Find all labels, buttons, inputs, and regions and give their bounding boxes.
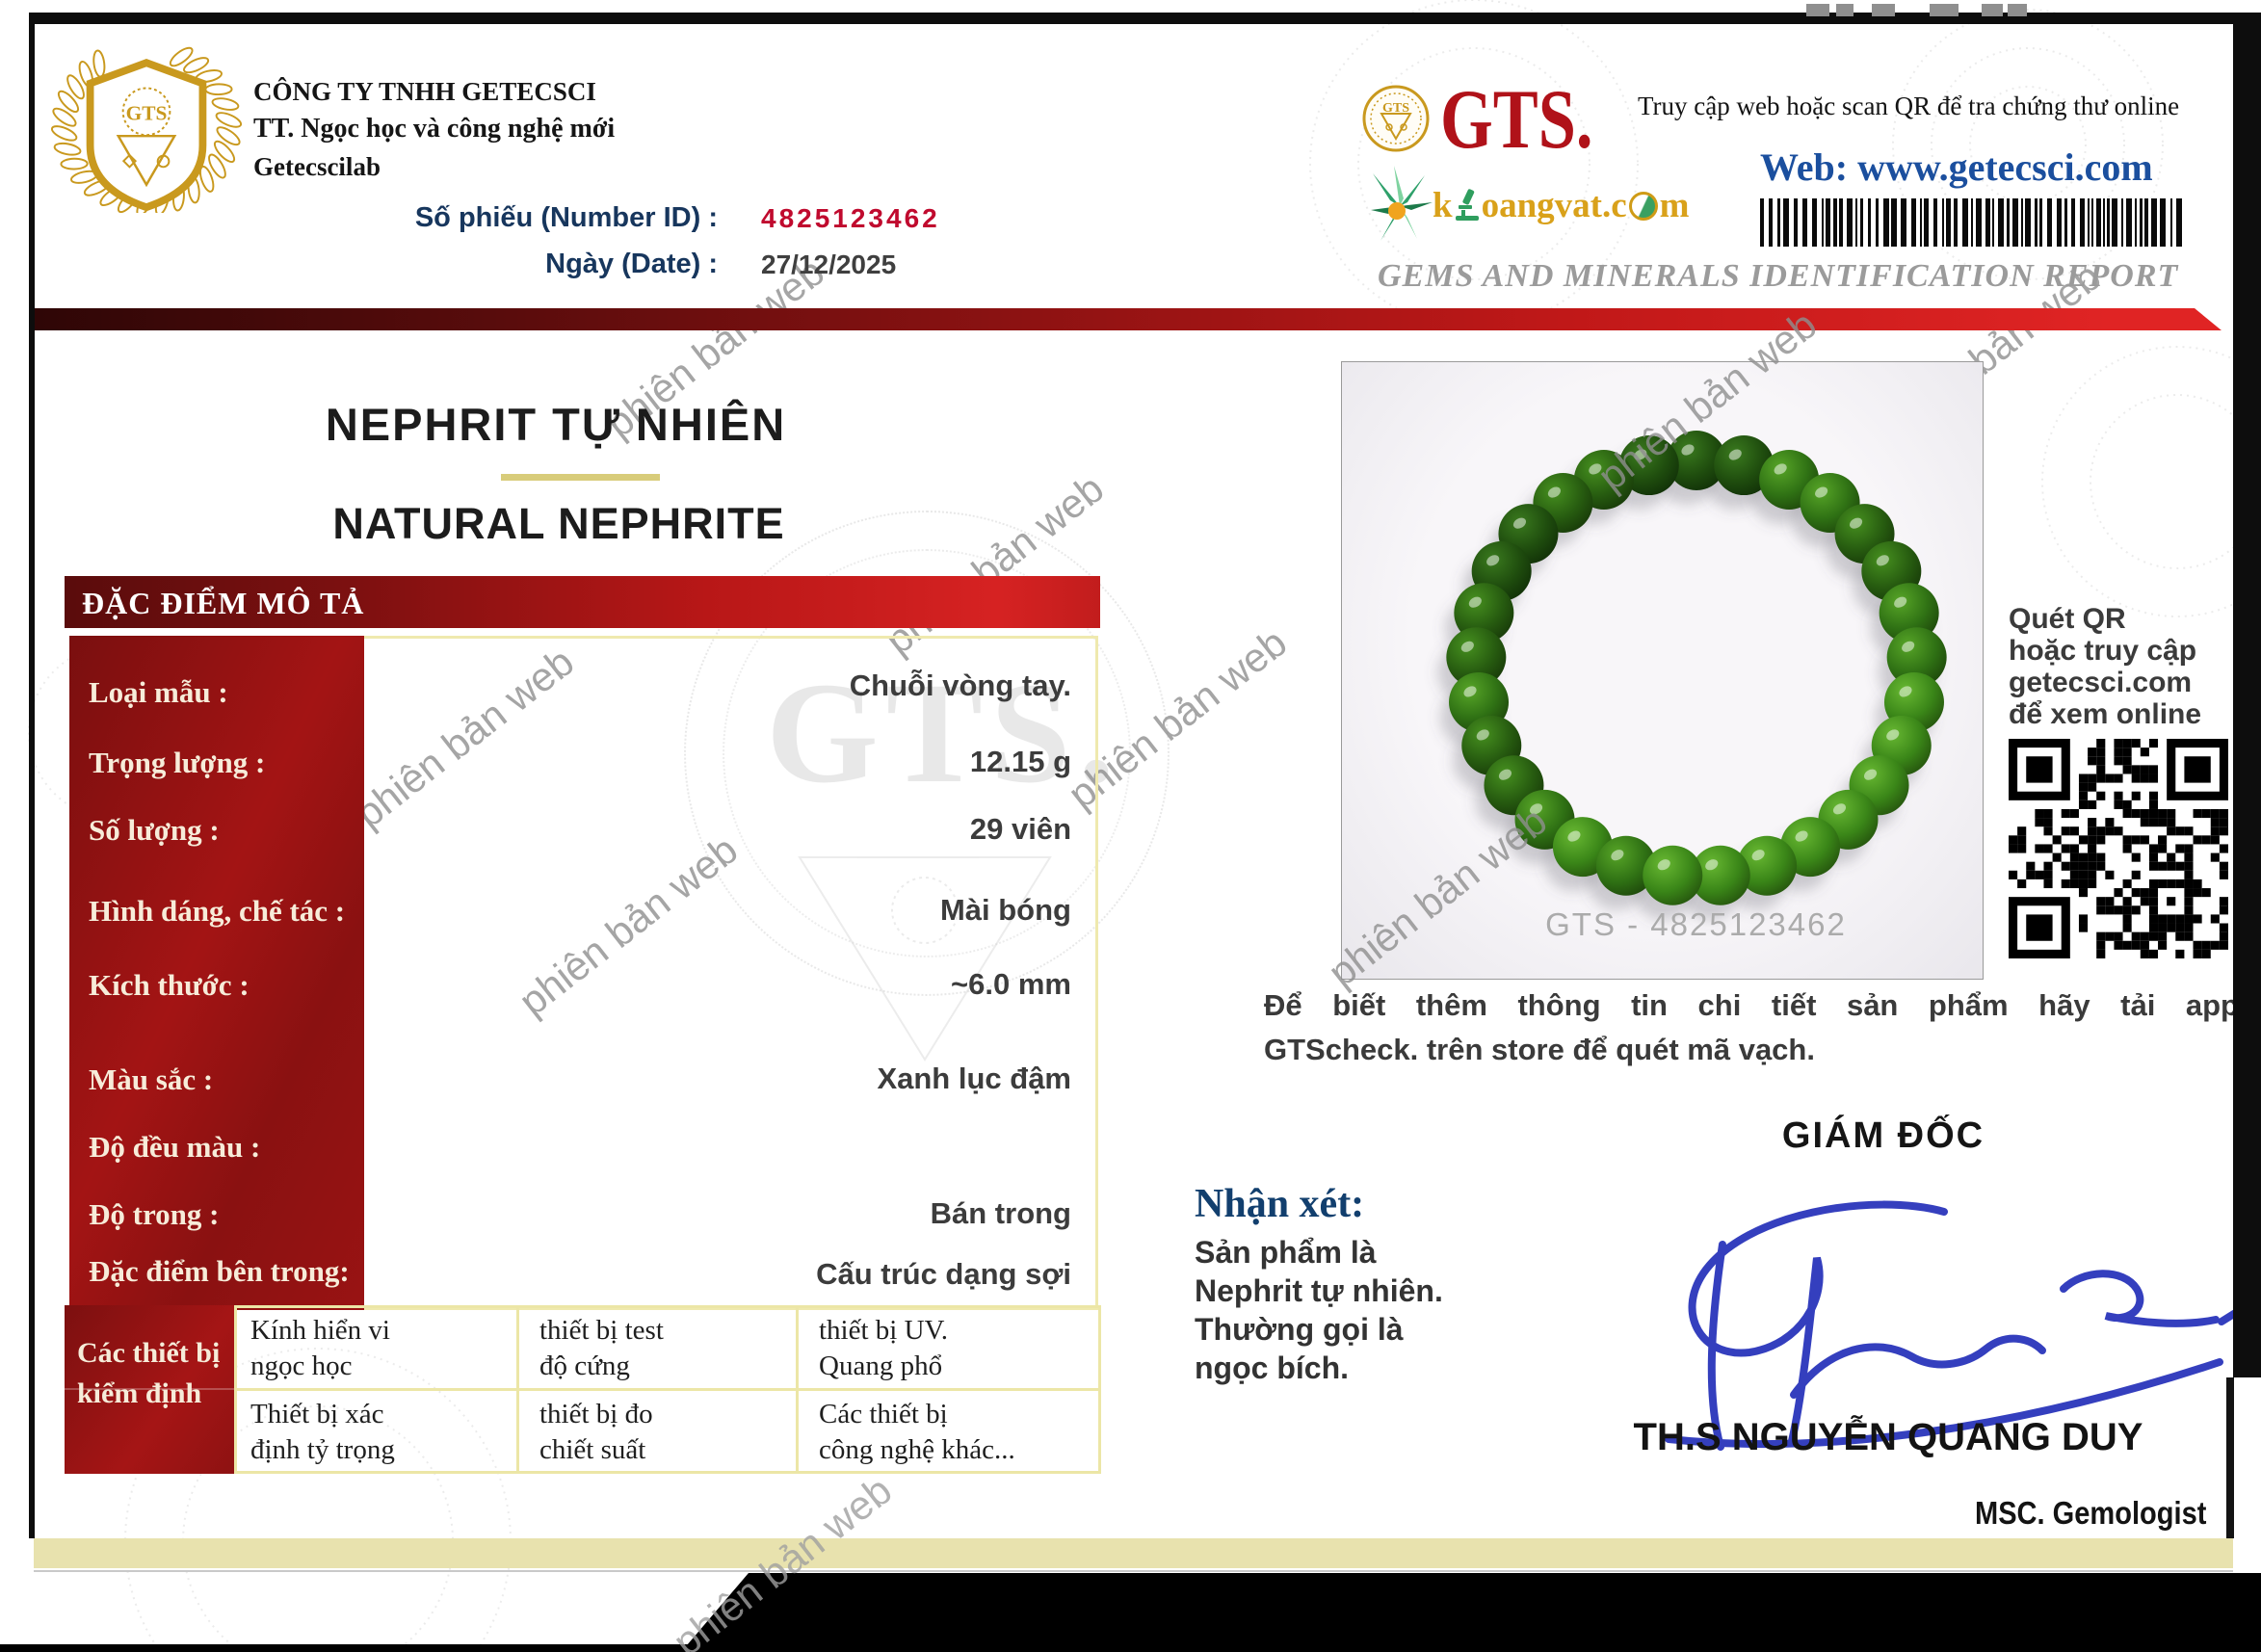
qr-instructions: Quét QR hoặc truy cập getecsci.com để xe… bbox=[2009, 603, 2201, 730]
property-label: Loại mẫu : bbox=[89, 675, 228, 709]
barcode bbox=[1760, 198, 2187, 249]
gemologist-credential: MSC. Gemologist bbox=[1975, 1495, 2207, 1531]
director-title: GIÁM ĐỐC bbox=[1781, 1115, 1985, 1156]
footer-black-bar bbox=[0, 1644, 2261, 1652]
card-border-right bbox=[2233, 13, 2261, 1377]
khoangvat-prefix: k bbox=[1433, 186, 1453, 225]
card-border-right-thin bbox=[2226, 1377, 2234, 1538]
seal-watermark: GTS. bbox=[766, 653, 1122, 813]
scan-artifact bbox=[1982, 4, 2003, 16]
khoangvat-middle: oangvat.c bbox=[1481, 186, 1627, 225]
equipment-cell: Các thiết bị công nghệ khác... bbox=[819, 1399, 1015, 1465]
header-divider-bar bbox=[29, 308, 2222, 330]
equipment-cell: thiết bị UV. Quang phổ bbox=[819, 1315, 948, 1381]
number-id-value: 4825123462 bbox=[761, 203, 940, 233]
seal-ring-inner bbox=[723, 549, 1131, 957]
app-note-line2: GTScheck. trên store để quét mã vạch. bbox=[1264, 1033, 1815, 1066]
qr-note-line: để xem online bbox=[2009, 698, 2202, 730]
footer-divider-line bbox=[34, 1570, 2233, 1572]
card-border-top bbox=[29, 13, 2235, 24]
website-url: Web: www.getecsci.com bbox=[1760, 145, 2153, 189]
property-value: Xanh lục đậm bbox=[877, 1062, 1071, 1095]
qr-note-line: hoặc truy cập bbox=[2009, 635, 2197, 667]
page-title: NEPHRIT TỰ NHIÊN bbox=[325, 399, 787, 450]
company-dept: TT. Ngọc học và công nghệ mới bbox=[253, 114, 616, 144]
khoangvat-logo: k oangvat.c m bbox=[1433, 185, 1689, 226]
qr-note-line: getecsci.com bbox=[2009, 667, 2193, 698]
card-border-left bbox=[29, 13, 35, 1538]
property-label: Đặc điểm bên trong: bbox=[89, 1254, 350, 1288]
seal-ring-outer bbox=[684, 511, 1170, 996]
equipment-cell: thiết bị test độ cứng bbox=[539, 1315, 664, 1381]
equipment-cell: Thiết bị xác định tỷ trọng bbox=[250, 1399, 395, 1465]
date-label: Ngày (Date) : bbox=[545, 249, 718, 279]
remark-line: Sản phẩm là bbox=[1195, 1235, 1377, 1270]
photo-caption: GTS - 4825123462 bbox=[1545, 906, 1847, 942]
property-label: Kích thước : bbox=[89, 968, 250, 1002]
property-label: Số lượng : bbox=[89, 813, 220, 847]
report-title: GEMS AND MINERALS IDENTIFICATION REPORT bbox=[1378, 258, 2179, 294]
product-photo: GTS - 4825123462 bbox=[1341, 361, 1984, 980]
equipment-header-label: Các thiết bị kiểm định bbox=[77, 1337, 221, 1409]
qr-note-line: Quét QR bbox=[2009, 603, 2126, 635]
property-label: Hình dáng, chế tác : bbox=[89, 894, 346, 928]
qr-code bbox=[2009, 739, 2228, 958]
laurel-wreath-icon: GTS bbox=[50, 46, 243, 213]
gts-wordmark: GTS. bbox=[1440, 73, 1593, 167]
gts-emblem-icon: GTS bbox=[1362, 85, 1430, 152]
microscope-icon bbox=[1455, 188, 1479, 221]
section-header: ĐẶC ĐIỂM MÔ TẢ bbox=[65, 576, 1100, 628]
property-value: Chuỗi vòng tay. bbox=[849, 669, 1071, 702]
property-value: Cấu trúc dạng sợi bbox=[816, 1257, 1071, 1291]
equipment-cell: Kính hiển vi ngọc học bbox=[250, 1315, 390, 1381]
svg-text:GTS: GTS bbox=[126, 102, 168, 125]
page-subtitle: NATURAL NEPHRITE bbox=[332, 499, 785, 548]
property-label: Màu sắc : bbox=[89, 1062, 214, 1096]
svg-text:GTS: GTS bbox=[1382, 101, 1409, 116]
signature-image bbox=[1665, 1200, 2241, 1451]
footer-khaki-bar bbox=[34, 1538, 2233, 1568]
gemologist-name: TH.S NGUYỄN QUANG DUY bbox=[1633, 1416, 2143, 1458]
property-label: Độ đều màu : bbox=[89, 1130, 261, 1164]
scan-artifact bbox=[1872, 4, 1895, 16]
values-panel bbox=[364, 636, 1098, 1310]
property-label: Trọng lượng : bbox=[89, 746, 266, 779]
equipment-cell: thiết bị đo chiết suất bbox=[539, 1399, 653, 1465]
property-value: ~6.0 mm bbox=[951, 967, 1071, 1001]
leaf-icon bbox=[1371, 166, 1433, 241]
equipment-header-divider bbox=[65, 1388, 234, 1390]
access-note: Truy cập web hoặc scan QR để tra chứng t… bbox=[1638, 92, 2180, 120]
date-value: 27/12/2025 bbox=[761, 249, 897, 279]
company-lab: Getecscilab bbox=[253, 152, 381, 181]
number-id-label: Số phiếu (Number ID) : bbox=[414, 202, 718, 233]
scan-artifact bbox=[2008, 4, 2027, 16]
property-value: 12.15 g bbox=[969, 745, 1071, 778]
scan-artifact bbox=[1836, 4, 1853, 16]
footer-black-region bbox=[681, 1573, 2261, 1652]
table-grid-line bbox=[234, 1388, 1101, 1391]
scan-artifact bbox=[1806, 4, 1829, 16]
property-label: Độ trong : bbox=[89, 1197, 220, 1231]
remark-line: Nephrit tự nhiên. bbox=[1195, 1273, 1443, 1308]
remark-line: Thường gọi là bbox=[1195, 1312, 1404, 1347]
equipment-header-cell bbox=[65, 1305, 234, 1474]
property-value: 29 viên bbox=[969, 812, 1071, 846]
remarks-label: Nhận xét: bbox=[1195, 1182, 1365, 1226]
property-value: Bán trong bbox=[930, 1196, 1071, 1230]
title-underline bbox=[501, 474, 660, 481]
app-note-line1: Để biết thêm thông tin chi tiết sản phẩm… bbox=[1264, 988, 2239, 1022]
khoangvat-end: m bbox=[1659, 186, 1690, 225]
property-value: Mài bóng bbox=[939, 893, 1071, 927]
company-name: CÔNG TY TNHH GETECSCI bbox=[253, 77, 596, 106]
bracelet-photo bbox=[1437, 431, 1947, 920]
remark-line: ngọc bích. bbox=[1195, 1350, 1349, 1385]
yin-yang-icon bbox=[1628, 191, 1658, 221]
labels-panel bbox=[69, 636, 364, 1310]
scan-artifact bbox=[1930, 4, 1959, 16]
